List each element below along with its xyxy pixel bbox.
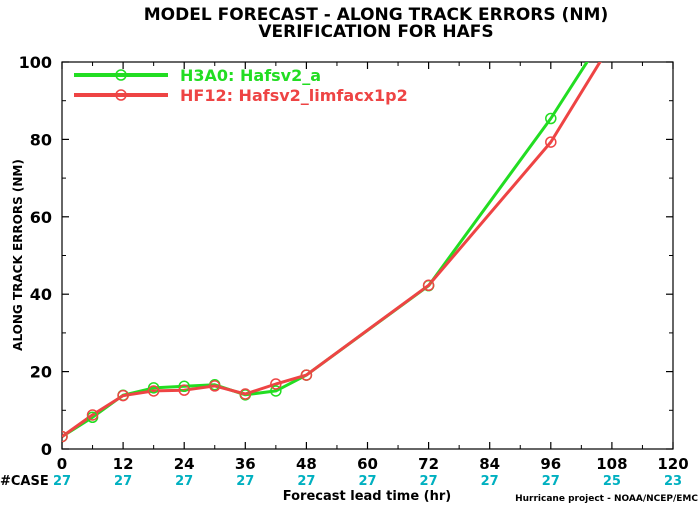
y-tick-label: 40 <box>30 285 52 304</box>
y-tick-label: 0 <box>41 440 52 459</box>
x-tick-label: 48 <box>296 455 317 473</box>
series-marker-2 <box>117 389 129 402</box>
x-axis-label: Forecast lead time (hr) <box>283 489 451 504</box>
x-tick-label: 72 <box>418 455 439 473</box>
series-marker-1 <box>147 382 160 394</box>
series-marker-1 <box>270 385 282 397</box>
series-marker-2 <box>300 369 313 381</box>
case-count: 27 <box>297 474 315 489</box>
x-tick-label: 12 <box>113 455 134 473</box>
series-marker-2 <box>209 380 221 392</box>
legend-marker-2 <box>115 89 127 101</box>
x-tick-label: 60 <box>357 455 378 473</box>
series-marker-2 <box>178 384 190 396</box>
series-marker-2 <box>239 388 252 400</box>
case-count: 27 <box>542 474 560 489</box>
legend-label-2: HF12: Hafsv2_limfacx1p2 <box>180 86 408 105</box>
series-marker-2 <box>270 378 282 390</box>
chart-title: MODEL FORECAST - ALONG TRACK ERRORS (NM) <box>144 5 609 25</box>
series-marker-2 <box>545 136 557 148</box>
y-tick-label: 20 <box>30 363 52 382</box>
y-tick-label: 80 <box>30 130 52 149</box>
case-count: 27 <box>236 474 254 489</box>
series-marker-2 <box>147 385 160 397</box>
case-count: 25 <box>603 474 621 489</box>
case-count: 27 <box>175 474 193 489</box>
series-marker-1 <box>545 112 557 125</box>
legend-marker-1 <box>115 69 127 81</box>
series-marker-2 <box>62 430 68 443</box>
case-label: #CASE <box>0 474 49 489</box>
x-tick-label: 24 <box>174 455 195 473</box>
case-count: 27 <box>114 474 132 489</box>
case-count: 27 <box>358 474 376 489</box>
x-tick-label: 84 <box>479 455 500 473</box>
case-count: 27 <box>481 474 499 489</box>
x-tick-label: 96 <box>540 455 561 473</box>
y-tick-label: 60 <box>30 208 52 227</box>
chart-subtitle: VERIFICATION FOR HAFS <box>258 22 493 42</box>
y-tick-label: 100 <box>19 53 52 72</box>
case-count: 23 <box>664 474 682 489</box>
series-marker-2 <box>86 409 99 421</box>
series-line-2 <box>62 62 602 438</box>
case-count: 27 <box>420 474 438 489</box>
series-marker-1 <box>178 380 190 393</box>
credit-text: Hurricane project - NOAA/NCEP/EMC <box>515 494 698 504</box>
series-marker-2 <box>422 279 435 292</box>
case-count: 27 <box>53 474 71 489</box>
y-axis-label: ALONG TRACK ERRORS (NM) <box>11 159 25 351</box>
legend-label-1: H3A0: Hafsv2_a <box>180 66 321 85</box>
x-tick-label: 0 <box>57 455 67 473</box>
x-tick-label: 120 <box>657 455 688 473</box>
x-tick-label: 108 <box>596 455 627 473</box>
x-tick-label: 36 <box>235 455 256 473</box>
